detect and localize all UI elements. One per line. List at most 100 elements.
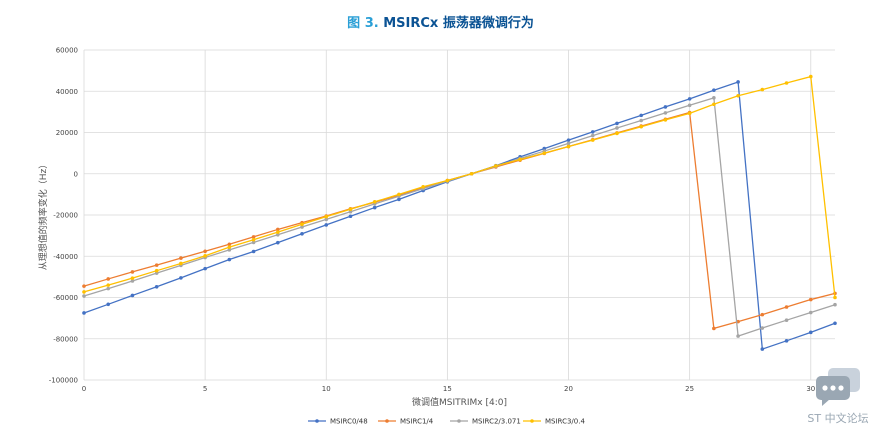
data-point — [566, 138, 571, 142]
data-point — [324, 214, 329, 219]
data-point — [372, 205, 377, 210]
data-point — [106, 283, 111, 287]
data-point — [276, 227, 280, 232]
data-point — [348, 209, 353, 214]
legend-item: MSIRC1/4 — [378, 418, 434, 426]
series-MSIRC3/0.4 — [82, 74, 837, 300]
data-point — [663, 111, 668, 115]
data-point — [324, 217, 329, 222]
data-point — [445, 178, 450, 183]
data-point — [421, 184, 425, 189]
y-tick-label: 20000 — [56, 129, 78, 137]
data-point — [784, 81, 789, 85]
data-point — [106, 277, 111, 281]
data-point — [639, 118, 643, 123]
x-axis-ticks: 0 5 10 15 20 25 30 — [82, 385, 815, 393]
data-point — [784, 305, 789, 309]
legend-marker — [530, 419, 534, 423]
data-point — [687, 103, 692, 108]
data-point — [590, 138, 595, 142]
data-point — [590, 130, 595, 134]
x-tick-label: 15 — [443, 385, 452, 393]
data-point — [615, 126, 619, 130]
series-line — [83, 96, 836, 337]
data-point — [82, 294, 86, 298]
data-point — [154, 263, 159, 267]
data-point — [712, 326, 716, 331]
data-point — [542, 146, 547, 151]
data-point — [494, 164, 498, 168]
y-tick-label: -60000 — [53, 294, 78, 302]
data-point — [760, 87, 765, 92]
data-point — [784, 318, 789, 322]
data-point — [251, 235, 256, 239]
data-point — [663, 118, 668, 122]
data-point — [712, 96, 716, 100]
y-axis-ticks: -100000 -80000 -60000 -40000 -20000 0 20000 400… — [49, 47, 78, 385]
data-point — [130, 279, 135, 283]
data-point — [251, 249, 256, 254]
data-point — [106, 286, 111, 291]
data-point — [82, 311, 86, 315]
data-point — [397, 192, 401, 197]
data-point — [227, 242, 232, 247]
x-tick-label: 20 — [564, 385, 573, 393]
data-point — [760, 326, 765, 330]
data-point — [808, 74, 813, 79]
data-point — [518, 157, 522, 162]
data-point — [203, 266, 207, 271]
data-point — [179, 276, 183, 280]
y-tick-label: -20000 — [53, 212, 78, 220]
series-layer — [82, 74, 837, 351]
data-point — [179, 261, 183, 266]
data-point — [833, 302, 837, 307]
legend-item: MSIRC0/48 — [308, 418, 368, 426]
legend-item: MSIRC2/3.071 — [450, 418, 521, 426]
data-point — [566, 144, 571, 149]
x-tick-label: 30 — [806, 385, 815, 393]
figure-prefix: 图 — [347, 16, 361, 31]
data-point — [276, 233, 280, 237]
data-point — [82, 290, 86, 294]
y-tick-label: 40000 — [56, 88, 78, 96]
data-point — [203, 254, 207, 258]
chart-title: 图 3. MSIRCx 振荡器微调行为 — [0, 12, 881, 31]
legend-marker — [457, 419, 461, 423]
legend-marker — [385, 419, 389, 423]
data-point — [82, 284, 86, 288]
data-point — [808, 310, 813, 315]
data-point — [348, 207, 353, 212]
data-point — [736, 334, 740, 338]
y-axis-label: 从理想值的频率变化（Hz） — [37, 160, 49, 271]
data-point — [130, 270, 135, 274]
data-point — [397, 197, 401, 202]
legend-item: MSIRC3/0.4 — [523, 418, 585, 426]
data-point — [615, 121, 619, 126]
data-point — [590, 133, 595, 138]
data-point — [130, 293, 135, 298]
data-point — [566, 141, 571, 146]
data-point — [639, 113, 643, 118]
watermark: ST 中文论坛 — [803, 366, 873, 426]
data-point — [372, 200, 377, 204]
data-point — [469, 171, 474, 176]
chart-title-text: MSIRCx 振荡器微调行为 — [383, 16, 534, 31]
data-point — [276, 240, 280, 245]
data-point — [203, 249, 207, 254]
data-point — [736, 80, 740, 84]
data-point — [348, 214, 353, 219]
data-point — [251, 240, 256, 245]
data-point — [324, 223, 329, 227]
data-point — [615, 131, 619, 136]
legend-label: MSIRC0/48 — [330, 418, 368, 426]
grid-lines — [83, 49, 835, 381]
legend-label: MSIRC1/4 — [400, 418, 434, 426]
data-point — [542, 151, 547, 155]
watermark-text: ST 中文论坛 — [807, 412, 869, 425]
data-point — [736, 93, 740, 98]
y-tick-label: -100000 — [49, 377, 78, 385]
x-tick-label: 5 — [203, 385, 207, 393]
data-point — [712, 88, 716, 93]
legend-label: MSIRC2/3.071 — [472, 418, 521, 426]
